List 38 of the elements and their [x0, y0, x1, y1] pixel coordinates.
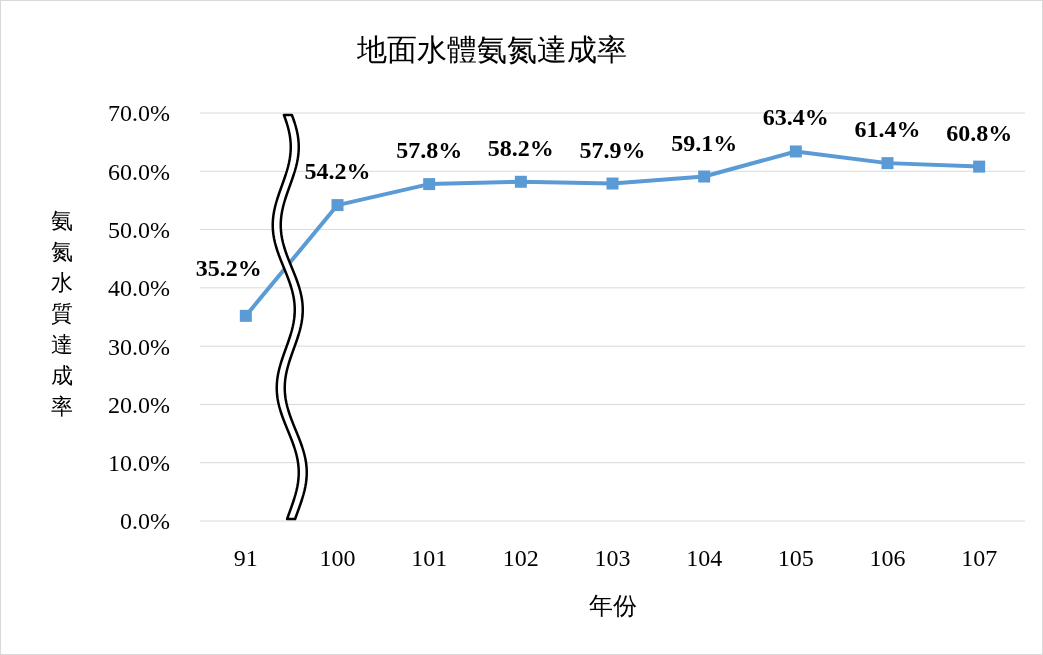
y-tick-label: 50.0%	[108, 216, 170, 243]
y-tick-label: 60.0%	[108, 158, 170, 185]
chart-title: 地面水體氨氮達成率	[356, 33, 627, 66]
data-label: 59.1%	[671, 129, 738, 156]
x-tick-label: 107	[961, 545, 998, 571]
x-tick-label: 106	[869, 545, 906, 571]
data-label: 54.2%	[304, 158, 371, 185]
y-tick-label: 20.0%	[108, 391, 170, 418]
y-tick-label: 0.0%	[120, 508, 170, 535]
point	[423, 178, 436, 191]
point	[698, 170, 711, 183]
x-tick-label: 105	[777, 545, 814, 571]
point	[789, 145, 802, 158]
point	[973, 160, 986, 173]
point	[514, 175, 527, 188]
x-tick-label: 103	[594, 545, 631, 571]
x-tick-label: 102	[502, 545, 539, 571]
point	[881, 157, 894, 170]
y-axis-title: 氨氮水質達成率	[51, 208, 73, 419]
x-tick-label: 101	[411, 545, 448, 571]
y-tick-label: 10.0%	[108, 450, 170, 477]
data-label: 60.8%	[946, 119, 1013, 146]
x-tick-label: 104	[686, 545, 723, 571]
y-tick-label: 40.0%	[108, 275, 170, 302]
point	[239, 309, 252, 322]
data-label: 57.8%	[396, 137, 463, 164]
x-tick-label: 91	[233, 545, 258, 571]
data-label: 63.4%	[762, 104, 829, 131]
data-label: 57.9%	[579, 136, 646, 163]
data-label: 35.2%	[195, 254, 262, 281]
y-tick-label: 30.0%	[108, 333, 170, 360]
point	[331, 199, 344, 212]
point	[606, 177, 619, 190]
y-tick-label: 70.0%	[108, 100, 170, 127]
data-label: 61.4%	[854, 116, 921, 143]
data-label: 58.2%	[487, 134, 554, 161]
x-axis-title: 年份	[588, 593, 637, 619]
x-tick-label: 100	[319, 545, 356, 571]
